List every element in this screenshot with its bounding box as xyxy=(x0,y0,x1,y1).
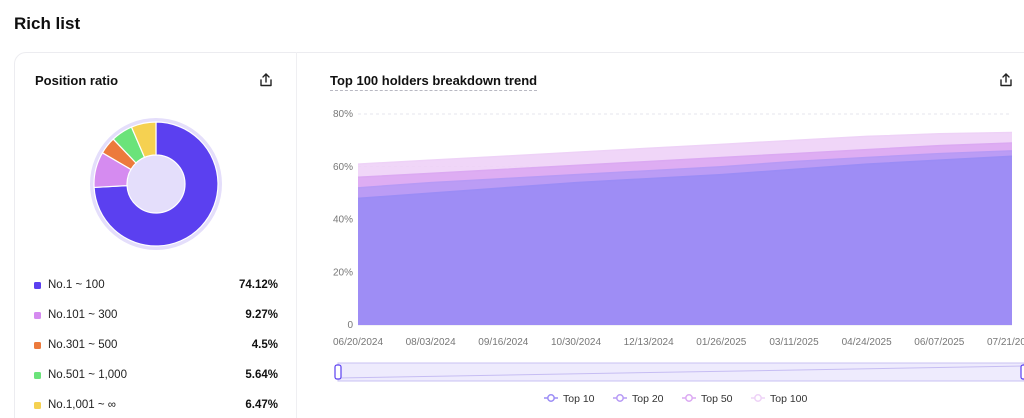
legend-value: 4.5% xyxy=(251,339,278,351)
x-tick-label: 07/21/2025 xyxy=(987,337,1024,348)
chart-legend-item[interactable]: Top 50 xyxy=(682,393,733,405)
legend-series-name: Top 10 xyxy=(563,393,595,405)
x-tick-label: 04/24/2025 xyxy=(842,337,892,348)
share-icon[interactable] xyxy=(258,72,274,88)
y-tick-label: 80% xyxy=(333,109,353,120)
legend-series-name: Top 20 xyxy=(632,393,664,405)
legend-row: No.1 ~ 100 74.12% xyxy=(34,270,278,300)
x-tick-label: 09/16/2024 xyxy=(478,337,528,348)
x-tick-label: 12/13/2024 xyxy=(624,337,674,348)
legend-color-dot xyxy=(34,311,41,319)
page-title: Rich list xyxy=(14,14,81,33)
legend-series-name: Top 50 xyxy=(701,393,733,405)
legend-value: 74.12% xyxy=(238,279,278,291)
x-tick-label: 08/03/2024 xyxy=(406,337,456,348)
area-series-top-10[interactable] xyxy=(358,156,1012,325)
donut-slice[interactable] xyxy=(93,121,219,247)
y-tick-label: 20% xyxy=(333,267,353,278)
legend-row: No.101 ~ 300 9.27% xyxy=(34,300,278,330)
legend-label: No.1,001 ~ ∞ xyxy=(48,399,116,411)
legend-color-dot xyxy=(34,341,41,349)
legend-value: 5.64% xyxy=(245,369,278,381)
y-tick-label: 40% xyxy=(333,215,353,226)
x-tick-label: 06/07/2025 xyxy=(914,337,964,348)
legend-label: No.501 ~ 1,000 xyxy=(48,369,127,381)
legend-value: 6.47% xyxy=(245,399,278,411)
series-line xyxy=(357,155,1013,200)
series-line xyxy=(357,131,1013,165)
chart-legend-item[interactable]: Top 10 xyxy=(544,393,595,405)
legend-value: 9.27% xyxy=(245,309,278,321)
legend-color-dot xyxy=(34,401,41,409)
trend-title: Top 100 holders breakdown trend xyxy=(330,73,538,91)
trend-area-chart: 0 20% 40% 60% 80% 06/20/2024 08/03/2024 09/16/2… xyxy=(333,109,1024,405)
chart-legend-item[interactable]: Top 100 xyxy=(751,393,808,405)
legend-row: No.1,001 ~ ∞ 6.47% xyxy=(34,390,278,418)
series-line xyxy=(357,142,1013,179)
legend-marker xyxy=(616,394,624,402)
chart-legend-item[interactable]: Top 20 xyxy=(613,393,664,405)
series-line xyxy=(357,150,1013,189)
x-tick-label: 10/30/2024 xyxy=(551,337,601,348)
position-ratio-donut xyxy=(90,118,222,250)
donut-slice[interactable] xyxy=(130,121,157,159)
legend-row: No.501 ~ 1,000 5.64% xyxy=(34,360,278,390)
legend-label: No.101 ~ 300 xyxy=(48,309,118,321)
x-tick-label: 06/20/2024 xyxy=(333,337,383,348)
legend-marker xyxy=(547,394,555,402)
panel-divider xyxy=(296,52,297,418)
share-icon[interactable] xyxy=(998,72,1014,88)
legend-color-dot xyxy=(34,281,41,289)
y-tick-label: 0 xyxy=(347,320,353,331)
range-slider-handle[interactable] xyxy=(1020,364,1024,380)
x-tick-label: 01/26/2025 xyxy=(696,337,746,348)
position-ratio-title: Position ratio xyxy=(35,73,119,88)
range-slider-preview xyxy=(337,365,1024,379)
legend-series-name: Top 100 xyxy=(770,393,808,405)
y-tick-label: 60% xyxy=(333,162,353,173)
x-tick-label: 03/11/2025 xyxy=(769,337,819,348)
range-slider-handle[interactable] xyxy=(334,364,342,380)
position-ratio-legend: No.1 ~ 100 74.12% No.101 ~ 300 9.27% No.301 … xyxy=(34,270,278,418)
legend-marker xyxy=(754,394,762,402)
legend-label: No.301 ~ 500 xyxy=(48,339,118,351)
legend-row: No.301 ~ 500 4.5% xyxy=(34,330,278,360)
legend-marker xyxy=(685,394,693,402)
legend-color-dot xyxy=(34,371,41,379)
legend-label: No.1 ~ 100 xyxy=(48,279,105,291)
